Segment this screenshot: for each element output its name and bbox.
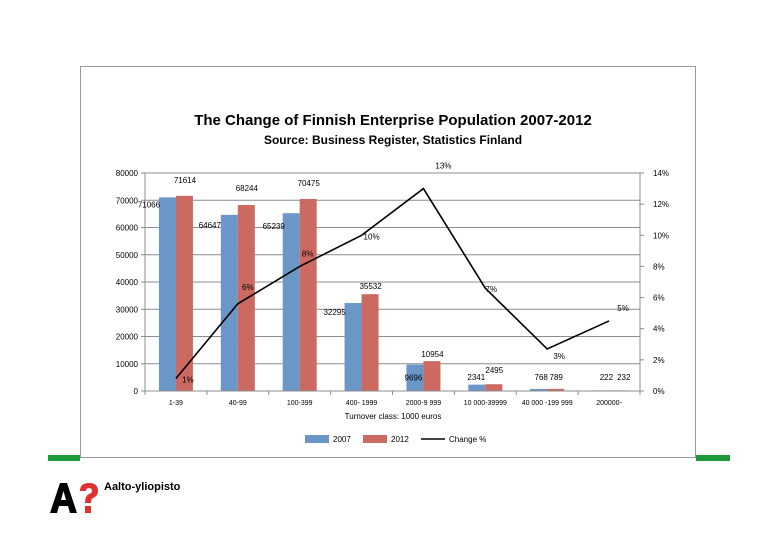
- y2-tick-label: 6%: [653, 294, 665, 303]
- bar-2012: [299, 198, 317, 391]
- legend-label-2007: 2007: [333, 435, 351, 444]
- y2-tick-label: 12%: [653, 200, 669, 209]
- data-label-2007: 2341: [467, 373, 485, 382]
- bar-2007: [468, 384, 486, 391]
- data-label-2012: 10954: [421, 350, 444, 359]
- brand-name: Aalto-yliopisto: [104, 481, 181, 493]
- legend-swatch-2012: [363, 435, 387, 443]
- x-tick-label: 10 000-39999: [464, 400, 507, 407]
- data-label-2007: 768: [535, 373, 549, 382]
- x-tick-label: 100-399: [287, 400, 313, 407]
- bar-2007: [406, 364, 424, 391]
- legend: 2007 2012 Change %: [305, 435, 486, 444]
- y-tick-label: 40000: [116, 278, 139, 287]
- accent-bar-right: [696, 455, 730, 461]
- chart-subtitle: Source: Business Register, Statistics Fi…: [264, 133, 522, 147]
- y2-tick-label: 10%: [653, 231, 669, 240]
- chart-title: The Change of Finnish Enterprise Populat…: [194, 112, 592, 129]
- change-line: [175, 187, 610, 380]
- bar-2007: [282, 213, 300, 391]
- bar-2012: [485, 384, 503, 391]
- bar-2007: [530, 388, 548, 391]
- accent-bar-left: [48, 455, 80, 461]
- data-label-2007: 65239: [263, 222, 286, 231]
- x-tick-label: 40-99: [229, 400, 247, 407]
- y2-tick-label: 0%: [653, 387, 665, 396]
- data-label-change: 3%: [553, 352, 565, 361]
- y2-tick-label: 14%: [653, 169, 669, 178]
- data-label-change: 6%: [242, 283, 254, 292]
- data-label-change: 8%: [302, 249, 314, 258]
- x-tick-label: 1-39: [169, 400, 183, 407]
- y2-tick-label: 4%: [653, 325, 665, 334]
- data-label-2007: 71066: [138, 200, 161, 209]
- y-tick-label: 80000: [116, 169, 139, 178]
- data-label-change: 10%: [364, 232, 380, 241]
- x-tick-label: 2000-9 999: [406, 400, 442, 407]
- data-label-2007: 64647: [199, 221, 222, 230]
- data-label-2012: 2495: [485, 366, 503, 375]
- data-label-2012: 232: [617, 373, 631, 382]
- data-label-change: 5%: [617, 304, 629, 313]
- y-tick-label: 70000: [116, 196, 139, 205]
- y-tick-label: 20000: [116, 333, 139, 342]
- chart-frame: The Change of Finnish Enterprise Populat…: [80, 66, 696, 458]
- data-label-2012: 68244: [236, 184, 259, 193]
- data-label-change: 7%: [486, 285, 498, 294]
- data-label-2012: 71614: [174, 176, 197, 185]
- bar-2007: [158, 197, 176, 391]
- y-tick-label: 10000: [116, 360, 139, 369]
- bar-2012: [175, 195, 193, 391]
- x-tick-label: 200000-: [596, 400, 622, 407]
- y-tick-label: 50000: [116, 251, 139, 260]
- y2-tick-label: 2%: [653, 356, 665, 365]
- data-label-2007: 9696: [405, 374, 423, 383]
- x-tick-label: 400- 1999: [346, 400, 378, 407]
- y-tick-label: 0: [134, 387, 139, 396]
- x-tick-label: 40 000 -199 999: [522, 400, 573, 407]
- data-label-change: 13%: [435, 162, 451, 171]
- bar-2012: [423, 361, 441, 391]
- data-label-2007: 32295: [323, 308, 346, 317]
- legend-label-change: Change %: [449, 435, 486, 444]
- bar-2012: [361, 294, 379, 391]
- legend-swatch-2007: [305, 435, 329, 443]
- legend-label-2012: 2012: [391, 435, 409, 444]
- bar-2012: [547, 388, 565, 391]
- y2-tick-label: 8%: [653, 262, 665, 271]
- bar-2007: [220, 214, 238, 391]
- data-label-2012: 70475: [298, 179, 321, 188]
- x-axis-label: Turnover class: 1000 euros: [345, 412, 442, 421]
- data-label-2012: 35532: [359, 282, 382, 291]
- y-tick-label: 30000: [116, 305, 139, 314]
- chart: The Change of Finnish Enterprise Populat…: [116, 112, 669, 444]
- data-label-2007: 222: [600, 373, 614, 382]
- aalto-logo: [50, 483, 98, 513]
- bar-2007: [344, 302, 362, 391]
- y-tick-label: 60000: [116, 224, 139, 233]
- data-label-2012: 789: [550, 373, 564, 382]
- data-label-change: 1%: [182, 376, 194, 385]
